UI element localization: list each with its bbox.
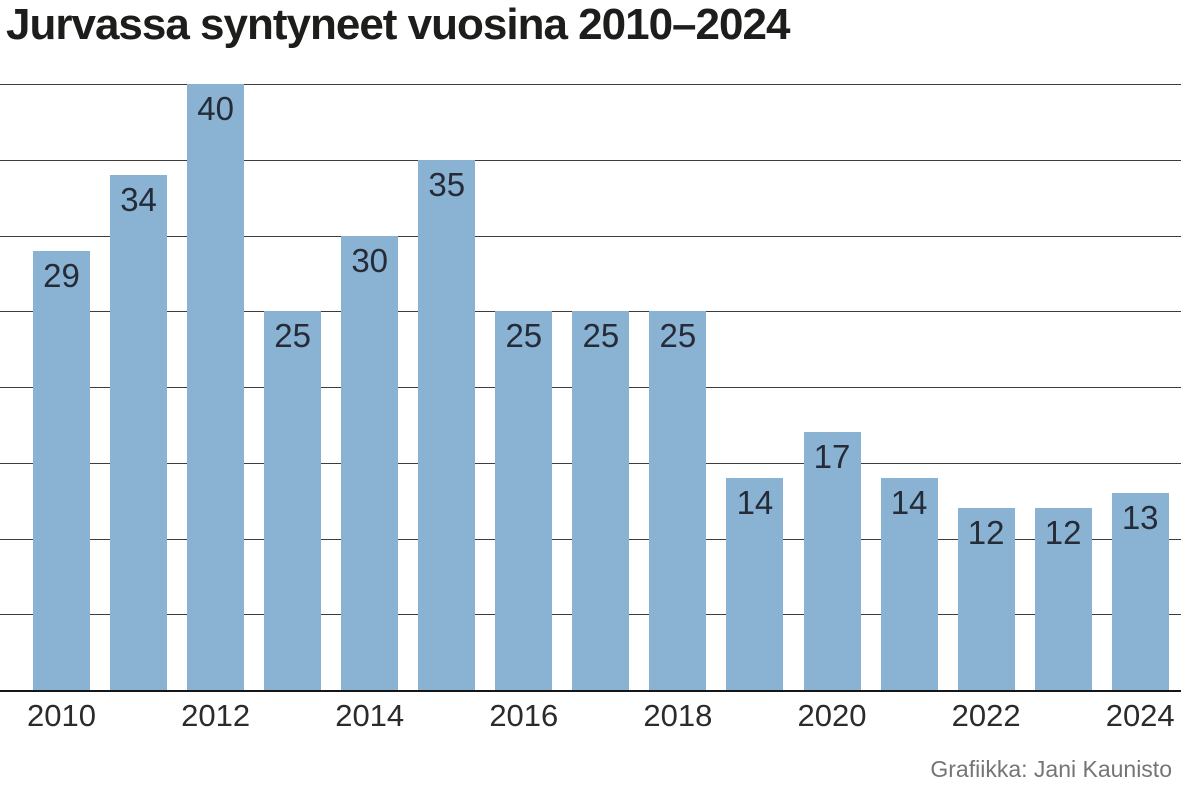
bar-2021: 14 [880, 477, 938, 690]
x-tick-label-2016: 2016 [489, 698, 559, 733]
bar-value-label: 35 [428, 165, 466, 203]
x-tick-label-2014: 2014 [335, 698, 405, 733]
bar-value-label: 25 [582, 317, 620, 355]
bar-value-label: 25 [505, 317, 543, 355]
bar-value-label: 25 [659, 317, 697, 355]
bar-2015: 35 [418, 159, 476, 690]
bar-value-label: 29 [43, 256, 80, 294]
x-tick-label-2018: 2018 [643, 698, 713, 733]
credit-text: Grafiikka: Jani Kaunisto [930, 756, 1172, 782]
bar-value-label: 14 [890, 483, 928, 521]
bar-2019: 14 [726, 477, 784, 690]
bar-2016: 25 [495, 311, 553, 690]
bar-value-label: 30 [351, 241, 389, 279]
bar-2010: 29 [33, 250, 90, 690]
gridline [0, 84, 1181, 85]
x-tick-label-2010: 2010 [27, 698, 96, 733]
x-tick-label-2024: 2024 [1105, 698, 1175, 733]
bar-2017: 25 [572, 311, 630, 690]
bar-2013: 25 [264, 311, 322, 690]
bar-2012: 40 [187, 84, 245, 690]
bar-2023: 12 [1034, 508, 1092, 690]
x-tick-label-2020: 2020 [797, 698, 867, 733]
x-tick-label-2022: 2022 [951, 698, 1021, 733]
bar-2022: 12 [957, 508, 1015, 690]
bar-value-label: 12 [1044, 514, 1082, 552]
gridline [0, 235, 1181, 237]
bar-2011: 34 [110, 174, 168, 690]
bar-value-label: 25 [274, 317, 311, 355]
bar-value-label: 34 [120, 180, 157, 218]
bar-2018: 25 [649, 311, 707, 690]
bar-2020: 17 [803, 432, 861, 690]
bar-2014: 30 [341, 235, 399, 690]
bar-value-label: 17 [813, 438, 851, 476]
x-axis-baseline [0, 690, 1181, 692]
bar-value-label: 14 [736, 483, 774, 521]
gridline [0, 159, 1181, 161]
bar-value-label: 12 [967, 514, 1005, 552]
bar-value-label: 13 [1121, 499, 1159, 537]
x-tick-label-2012: 2012 [181, 698, 251, 733]
bar-2024: 13 [1111, 493, 1169, 690]
chart-title: Jurvassa syntyneet vuosina 2010–2024 [6, 0, 790, 49]
bar-value-label: 40 [197, 90, 234, 127]
